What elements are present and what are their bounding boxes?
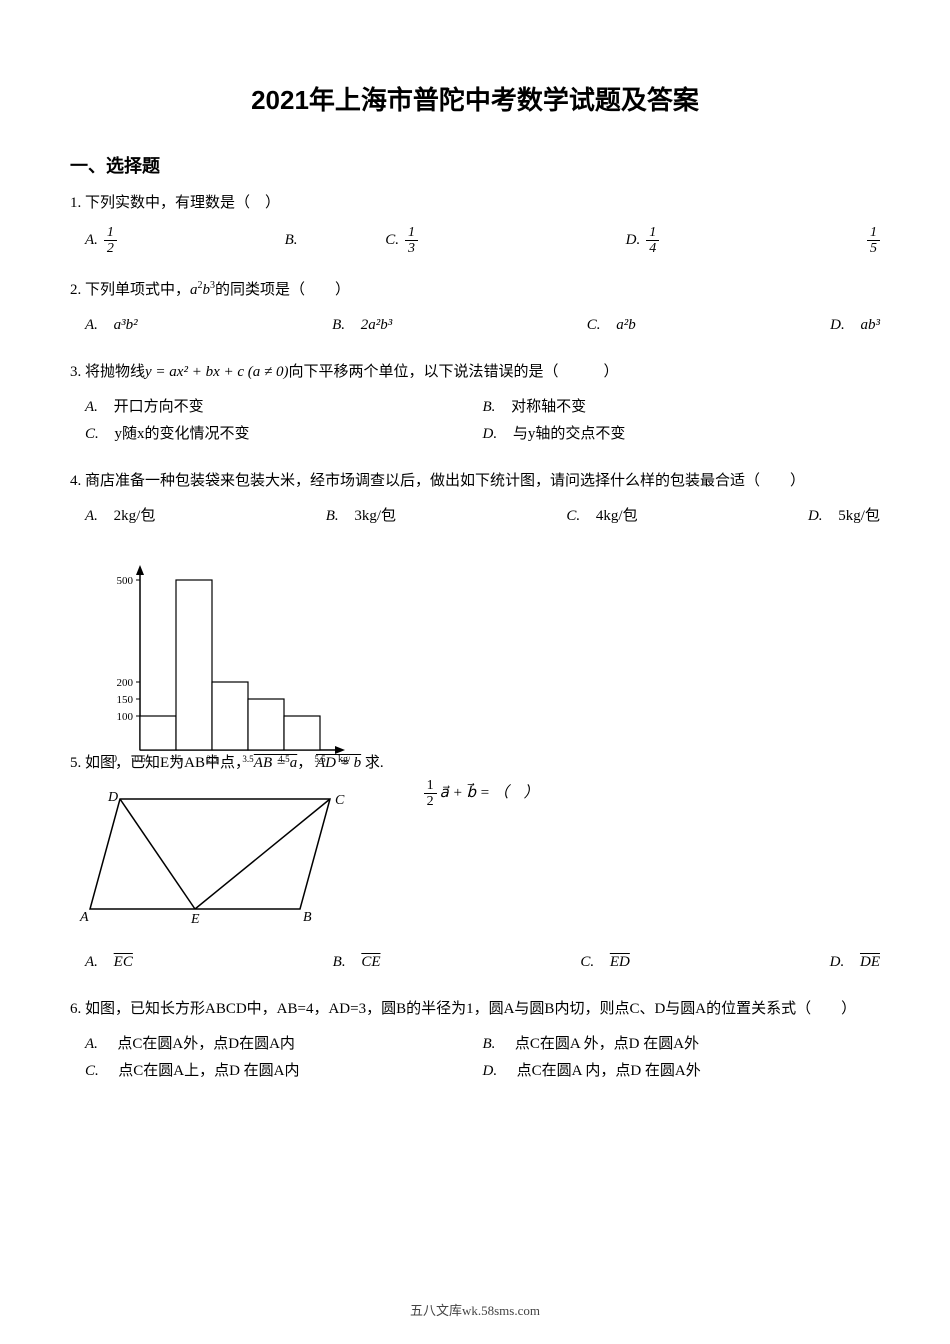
q5-opt-d: D. DE (830, 949, 880, 976)
svg-text:A: A (79, 910, 89, 925)
q4-options: A. 2kg/包 B. 3kg/包 C. 4kg/包 D. 5kg/包 (70, 503, 880, 530)
q2-opt-d: D. ab³ (830, 312, 880, 339)
q4-opt-d: D. 5kg/包 (808, 503, 880, 530)
q1-opt-e: 15 (867, 225, 880, 257)
fraction: 12 (104, 225, 117, 257)
section-heading: 一、选择题 (70, 152, 880, 178)
svg-text:D: D (107, 790, 118, 805)
q2-opt-c: C. a²b (587, 312, 636, 339)
svg-text:B: B (303, 910, 312, 925)
fraction: 13 (405, 225, 418, 257)
q2-stem: 2. 下列单项式中，a2b3的同类项是（ ） (70, 277, 880, 304)
q2-opt-a: A. a³b² (85, 312, 138, 339)
q2-options: A. a³b² B. 2a²b³ C. a²b D. ab³ (70, 312, 880, 339)
svg-text:150: 150 (117, 694, 134, 706)
footer: 五八文库wk.58sms.com (0, 1300, 950, 1319)
q4-opt-b: B. 3kg/包 (326, 503, 396, 530)
page-title: 2021年上海市普陀中考数学试题及答案 (70, 80, 880, 117)
q4-opt-c: C. 4kg/包 (566, 503, 637, 530)
q3-options: A. 开口方向不变 B. 对称轴不变 C. y随x的变化情况不变 D. 与y轴的… (70, 394, 880, 448)
svg-text:C: C (335, 793, 345, 808)
q6-options: A. 点C在圆A外，点D在圆A内 B. 点C在圆A 外，点D 在圆A外 C. 点… (70, 1031, 880, 1085)
q4-opt-a: A. 2kg/包 (85, 503, 155, 530)
q1-stem: 1. 下列实数中，有理数是（ ） (70, 190, 880, 217)
q1-opt-b: B. (285, 225, 298, 257)
svg-text:E: E (190, 912, 200, 927)
parallelogram-svg: A B C D E (70, 779, 350, 929)
q1-opt-a: A. 12 (85, 225, 117, 257)
q4-stem: 4. 商店准备一种包装袋来包装大米，经市场调查以后，做出如下统计图，请问选择什么… (70, 468, 880, 495)
q2-opt-b: B. 2a²b³ (332, 312, 392, 339)
q6-stem: 6. 如图，已知长方形ABCD中，AB=4，AD=3，圆B的半径为1，圆A与圆B… (70, 996, 880, 1023)
fraction: 14 (646, 225, 659, 257)
q4-chart: 1001502005000.51.52.53.54.55.5kg/包0 (100, 550, 880, 775)
q3-opt-a: A. 开口方向不变 (85, 394, 483, 421)
q6-opt-c: C. 点C在圆A上，点D 在圆A内 (85, 1058, 483, 1085)
q6-opt-d: D. 点C在圆A 内，点D 在圆A外 (483, 1058, 881, 1085)
svg-text:500: 500 (117, 575, 134, 587)
q3-opt-b: B. 对称轴不变 (483, 394, 881, 421)
q1-options: A. 12 B. C. 13 D. 14 15 (70, 225, 880, 257)
q6-opt-b: B. 点C在圆A 外，点D 在圆A外 (483, 1031, 881, 1058)
histogram-svg: 1001502005000.51.52.53.54.55.5kg/包0 (100, 550, 350, 770)
q5-stem: 5. 如图，已知E为AB中点， AB = a， AD = b 求. (70, 750, 384, 777)
q1-opt-d: D. 14 (626, 225, 660, 257)
q5-opt-b: B. CE (333, 949, 381, 976)
q1-opt-c: C. 13 (385, 225, 418, 257)
svg-text:200: 200 (117, 677, 134, 689)
q5-expr: 12 a⃗ + b⃗ = （ ） (424, 778, 539, 810)
q5-opt-a: A. EC (85, 949, 133, 976)
fraction: 12 (424, 778, 437, 810)
q3-opt-c: C. y随x的变化情况不变 (85, 421, 483, 448)
q3-opt-d: D. 与y轴的交点不变 (483, 421, 881, 448)
fraction: 15 (867, 225, 880, 257)
q3-stem: 3. 将抛物线y = ax² + bx + c (a ≠ 0)向下平移两个单位，… (70, 359, 880, 386)
svg-text:100: 100 (117, 711, 134, 723)
q6-opt-a: A. 点C在圆A外，点D在圆A内 (85, 1031, 483, 1058)
q5-options: A. EC B. CE C. ED D. DE (70, 949, 880, 976)
q5-opt-c: C. ED (580, 949, 630, 976)
